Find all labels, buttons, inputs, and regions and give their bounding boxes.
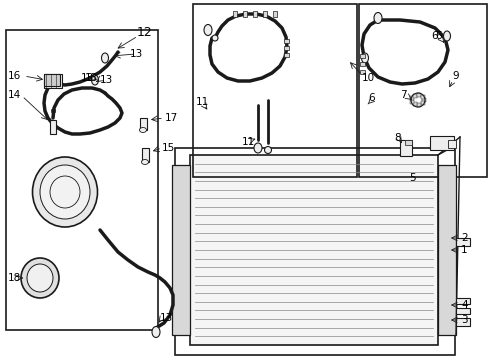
Bar [400, 140, 412, 156]
Text: 15: 15 [162, 143, 175, 153]
Text: 3: 3 [461, 315, 467, 325]
Text: 11: 11 [242, 137, 255, 147]
Bar [456, 308, 470, 314]
Text: 13: 13 [100, 75, 113, 85]
Ellipse shape [443, 31, 450, 41]
Text: 2: 2 [461, 233, 467, 243]
Bar [417, 93, 421, 97]
Text: 7: 7 [400, 90, 407, 100]
Ellipse shape [101, 53, 108, 63]
Bar [263, 11, 267, 17]
Bar [44, 74, 60, 86]
Bar [438, 165, 456, 335]
Bar [6, 30, 158, 330]
Ellipse shape [92, 75, 98, 85]
Text: 1: 1 [461, 245, 467, 255]
Ellipse shape [32, 157, 98, 227]
Bar [359, 4, 487, 177]
Text: 13: 13 [81, 73, 94, 83]
Text: 13: 13 [160, 313, 173, 323]
Bar [420, 101, 425, 105]
Bar [44, 74, 62, 88]
Text: 10: 10 [362, 73, 375, 83]
Text: 18: 18 [8, 273, 21, 283]
Ellipse shape [212, 35, 218, 41]
Bar [456, 298, 470, 304]
Bar [50, 120, 56, 134]
Text: 17: 17 [165, 113, 178, 123]
Bar [140, 118, 147, 130]
Bar [284, 46, 289, 50]
Text: 5: 5 [409, 173, 416, 183]
Bar [51, 109, 55, 112]
Text: 16: 16 [8, 71, 21, 81]
Bar [410, 96, 415, 100]
Bar [284, 39, 289, 43]
Text: 8: 8 [394, 133, 401, 143]
Bar [430, 136, 454, 150]
Bar [190, 155, 438, 345]
Ellipse shape [374, 13, 382, 23]
Bar [172, 165, 190, 335]
Bar [420, 95, 425, 99]
Ellipse shape [254, 143, 262, 153]
Ellipse shape [142, 159, 148, 165]
Bar [142, 148, 149, 162]
Bar [405, 140, 412, 145]
Ellipse shape [27, 264, 53, 292]
Text: 11: 11 [196, 97, 209, 107]
Text: 6: 6 [368, 93, 375, 103]
Bar [413, 94, 417, 98]
Text: 4: 4 [461, 300, 467, 310]
Ellipse shape [265, 147, 271, 153]
Bar [410, 100, 415, 104]
Bar [448, 140, 456, 148]
Bar [456, 318, 470, 326]
Text: 9: 9 [452, 71, 459, 81]
Bar [360, 54, 365, 58]
Bar [360, 62, 365, 66]
Ellipse shape [140, 127, 147, 132]
Bar [233, 11, 237, 17]
Bar [253, 11, 257, 17]
Bar [422, 98, 426, 102]
Text: 13: 13 [130, 49, 143, 59]
Text: 14: 14 [8, 90, 21, 100]
Ellipse shape [21, 258, 59, 298]
Bar [417, 103, 421, 107]
Bar [243, 11, 247, 17]
Bar [273, 11, 277, 17]
Text: 6: 6 [435, 31, 441, 41]
Ellipse shape [40, 165, 90, 219]
Bar [360, 70, 365, 74]
Text: 13: 13 [85, 73, 98, 83]
Bar [284, 53, 289, 57]
Text: 6: 6 [431, 31, 438, 41]
Text: 12: 12 [137, 26, 153, 39]
Bar [193, 4, 357, 177]
Bar [413, 102, 417, 106]
Ellipse shape [204, 24, 212, 36]
Ellipse shape [362, 53, 368, 63]
Bar [456, 238, 470, 246]
Bar [175, 148, 455, 355]
Ellipse shape [152, 327, 160, 338]
